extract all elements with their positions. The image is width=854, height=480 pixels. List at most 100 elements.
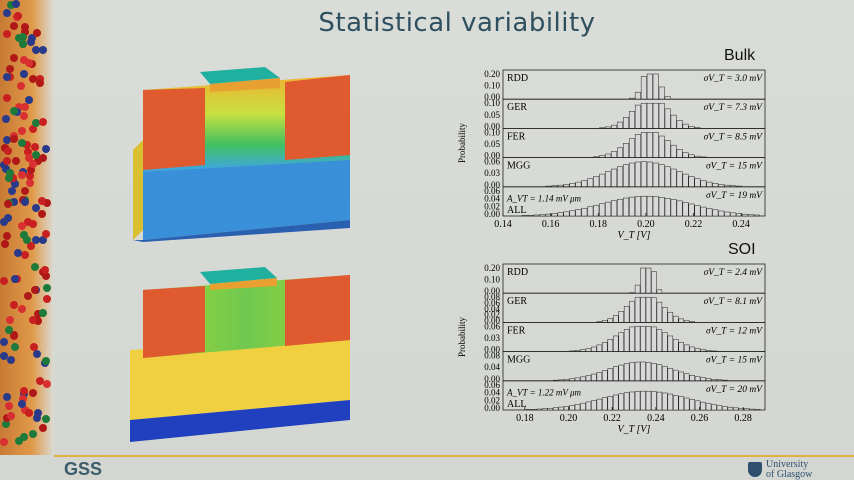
atom-dot: [0, 218, 8, 226]
atom-dot: [21, 28, 29, 36]
atom-dot: [12, 157, 20, 165]
histogram-bar: [733, 407, 739, 411]
histogram-bar: [694, 178, 701, 188]
histogram-bar: [533, 214, 540, 217]
x-tick-label: 0.16: [542, 219, 560, 230]
histogram-bar: [580, 402, 586, 411]
histogram-bar: [656, 289, 663, 294]
histogram-bar: [640, 390, 646, 411]
histogram-bar: [607, 396, 614, 411]
x-tick-label: 0.24: [647, 413, 665, 424]
histogram-bar: [640, 361, 646, 382]
histogram-bar: [700, 206, 707, 217]
atom-dot: [38, 197, 46, 205]
atom-dot: [21, 23, 29, 31]
histogram-bar: [651, 326, 657, 352]
histogram-bar: [607, 339, 614, 352]
histogram-bar: [706, 181, 713, 188]
histogram-bar: [673, 369, 679, 382]
x-tick-label: 0.18: [590, 219, 608, 230]
histogram-bar: [569, 183, 576, 188]
y-tick-label: 0.20: [484, 263, 500, 273]
histogram-bar: [640, 161, 647, 188]
y-tick-label: 0.05: [484, 139, 500, 149]
atom-dot: [25, 409, 33, 417]
atom-dot: [39, 118, 47, 126]
histogram-bar: [682, 152, 689, 158]
histogram-bar: [664, 140, 671, 158]
atom-dot: [31, 263, 39, 271]
atom-dot: [21, 251, 29, 259]
histogram-bar: [646, 161, 653, 188]
y-tick-label: 0.08: [484, 292, 500, 302]
y-tick-label: 0.04: [484, 304, 500, 314]
histogram-bar: [623, 363, 630, 382]
x-tick-label: 0.22: [685, 219, 703, 230]
histogram-bar: [700, 401, 706, 411]
x-tick-label: 0.28: [734, 413, 752, 424]
sigma-label: σV_T = 8.5 mV: [704, 132, 764, 142]
atom-dot: [36, 377, 44, 385]
atom-dot: [24, 148, 32, 156]
atom-dot: [27, 38, 35, 46]
histogram-bar: [558, 406, 564, 411]
histogram-bar: [539, 214, 546, 217]
atom-dot: [39, 424, 47, 432]
y-tick-label: 0.04: [484, 362, 500, 372]
atom-dot: [0, 338, 8, 346]
histogram-bar: [605, 201, 612, 217]
histogram-bar: [629, 300, 635, 323]
atom-dot: [33, 350, 41, 358]
atom-dot: [21, 187, 29, 195]
atom-dot: [7, 1, 15, 9]
histogram-bar: [678, 396, 684, 411]
histogram-bar: [542, 408, 548, 411]
y-tick-label: 0.08: [484, 351, 500, 361]
atom-dot: [2, 115, 10, 123]
atom-dot: [10, 54, 18, 62]
atom-dot: [10, 301, 18, 309]
atom-dot: [39, 154, 47, 162]
y-tick-label: 0.05: [484, 110, 500, 120]
atom-dot: [3, 9, 11, 17]
histogram-bar: [596, 398, 603, 411]
y-tick-label: 0.10: [484, 127, 500, 137]
histogram-bar: [596, 344, 603, 352]
atom-dot: [15, 103, 23, 111]
histogram-bar: [585, 401, 592, 411]
atom-dot: [3, 157, 11, 165]
panel-name-label: ALL: [507, 205, 526, 216]
sigma-label: σV_T = 15 mV: [706, 162, 763, 172]
histogram-bar: [678, 371, 684, 382]
atom-dot: [6, 169, 14, 177]
histogram-bar: [628, 111, 635, 129]
histogram-bar: [611, 124, 618, 129]
histogram-bar: [682, 123, 689, 129]
atom-dot: [19, 395, 27, 403]
atom-dot: [11, 275, 19, 283]
histogram-bar: [670, 168, 677, 188]
histogram-bar: [656, 391, 663, 411]
atom-dot: [24, 218, 32, 226]
histogram-bar: [557, 212, 564, 217]
x-tick-label: 0.24: [732, 219, 750, 230]
histogram-bar: [749, 408, 755, 411]
y-tick-label: 0.20: [484, 69, 500, 79]
sigma-label: σV_T = 7.3 mV: [704, 103, 764, 113]
atom-dot: [26, 179, 34, 187]
histogram-bar: [667, 311, 674, 323]
histogram-bar: [658, 197, 665, 217]
atom-dot: [14, 249, 22, 257]
atom-dot: [43, 295, 51, 303]
atom-dot: [8, 187, 16, 195]
y-axis-label: Probability: [457, 317, 467, 357]
sigma-label: σV_T = 19 mV: [706, 191, 763, 201]
atom-dot: [5, 326, 13, 334]
histogram-bar: [611, 151, 618, 158]
histogram-bar: [683, 373, 690, 382]
atom-dot: [4, 200, 12, 208]
histogram-bar: [689, 346, 695, 352]
histogram-bar: [656, 329, 663, 352]
histogram-bar: [521, 215, 528, 217]
